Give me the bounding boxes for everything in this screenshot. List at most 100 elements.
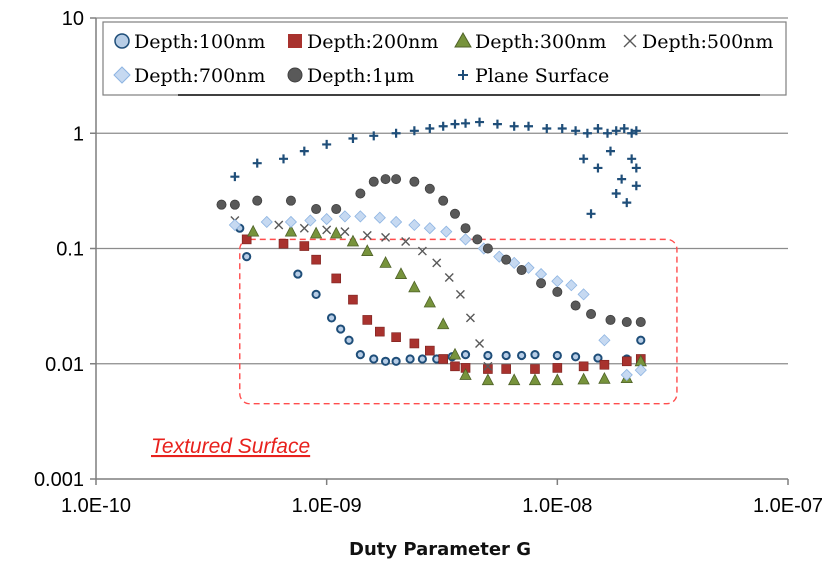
data-point	[551, 275, 564, 288]
data-point	[346, 234, 360, 247]
legend-entry: Depth:700nm	[113, 65, 265, 87]
data-point	[322, 139, 332, 149]
data-point	[482, 243, 493, 254]
data-point	[440, 225, 453, 238]
series-1	[241, 234, 646, 374]
data-point	[405, 354, 415, 364]
data-point	[304, 214, 317, 227]
data-point	[501, 350, 511, 361]
data-point	[417, 354, 427, 364]
legend-box	[102, 21, 787, 96]
data-point	[516, 265, 527, 276]
data-point	[611, 189, 621, 199]
legend-marker	[287, 67, 303, 83]
data-point	[577, 288, 590, 301]
data-point	[338, 210, 351, 223]
data-point	[450, 119, 460, 129]
textured-surface-region	[239, 238, 678, 405]
legend-entry: Depth:500nm	[623, 31, 773, 53]
data-point	[409, 126, 419, 136]
data-point	[593, 163, 603, 173]
data-point	[394, 267, 408, 279]
data-point	[344, 335, 354, 345]
data-point	[438, 121, 448, 131]
data-point	[381, 232, 391, 242]
data-point	[621, 356, 632, 367]
data-point	[571, 126, 581, 136]
data-point	[390, 215, 403, 229]
data-point	[577, 372, 590, 385]
data-point	[483, 361, 493, 371]
data-point	[373, 211, 386, 224]
data-point	[570, 300, 581, 311]
series-2	[246, 224, 647, 386]
y-tick-label: 0.01	[45, 354, 84, 376]
data-point	[619, 123, 629, 133]
data-point	[598, 334, 611, 347]
data-point	[368, 176, 379, 187]
data-point	[627, 154, 637, 164]
data-point	[293, 269, 303, 279]
data-point	[340, 227, 350, 237]
legend-marker	[623, 34, 637, 48]
data-point	[605, 146, 615, 156]
data-point	[483, 350, 493, 361]
data-point	[475, 338, 485, 348]
data-point	[274, 220, 284, 230]
data-point	[417, 246, 427, 256]
data-point	[578, 361, 589, 372]
data-point	[355, 188, 366, 199]
legend-entry: Depth:1μm	[287, 65, 414, 87]
data-point	[501, 364, 511, 374]
data-point	[551, 373, 564, 386]
data-point	[242, 252, 252, 262]
data-point	[252, 195, 263, 206]
data-point	[557, 123, 567, 133]
legend-marker	[114, 33, 130, 49]
data-point	[620, 368, 633, 381]
legend-label: Depth:100nm	[134, 31, 265, 53]
data-point	[617, 174, 627, 184]
data-point	[586, 309, 597, 320]
data-point	[492, 119, 502, 129]
data-points	[216, 117, 647, 386]
data-point	[603, 128, 612, 138]
data-point	[636, 335, 646, 345]
data-point	[408, 280, 421, 293]
data-point	[311, 254, 321, 265]
x-tick-label: 1.0E-07	[753, 495, 823, 517]
legend-label: Depth:300nm	[475, 31, 606, 53]
data-point	[348, 294, 358, 305]
legend-entry: Depth:100nm	[114, 31, 265, 53]
data-point	[380, 174, 391, 185]
data-point	[425, 123, 435, 133]
y-tick-label: 10	[62, 8, 84, 30]
data-point	[278, 238, 289, 249]
data-point	[326, 313, 337, 323]
data-point	[391, 356, 401, 366]
data-point	[284, 215, 298, 229]
data-point	[284, 224, 298, 237]
data-point	[631, 126, 641, 136]
data-point	[348, 134, 358, 144]
data-point	[570, 352, 581, 362]
data-point	[449, 208, 460, 219]
data-point	[465, 313, 475, 323]
data-point	[401, 237, 411, 246]
data-point	[424, 183, 435, 194]
legend-label: Depth:1μm	[307, 65, 414, 87]
data-point	[542, 123, 552, 133]
data-point	[354, 210, 367, 223]
data-point	[311, 289, 321, 299]
data-point	[309, 226, 323, 239]
data-point	[432, 258, 442, 268]
y-tick-label: 1	[73, 123, 84, 145]
data-point	[230, 172, 240, 182]
data-point	[536, 278, 547, 289]
data-point	[481, 373, 495, 386]
data-point	[228, 218, 241, 232]
data-point	[299, 241, 310, 251]
data-point	[444, 273, 454, 283]
data-point	[311, 204, 322, 215]
data-point	[369, 354, 379, 364]
